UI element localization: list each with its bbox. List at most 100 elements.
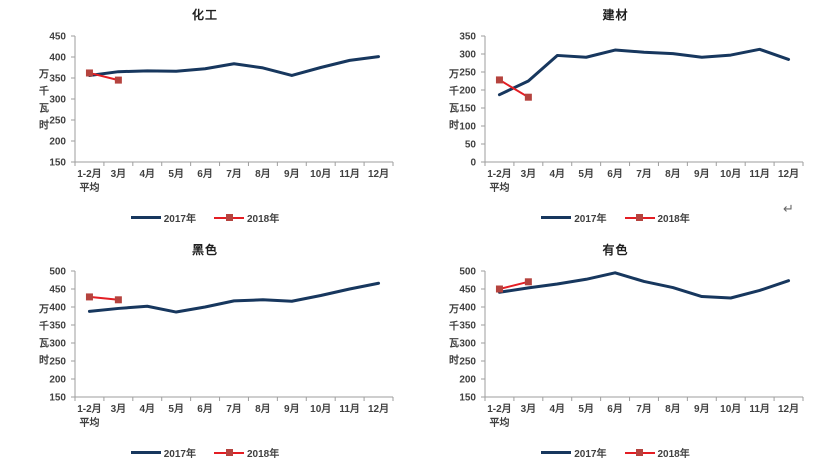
series-marker-2018年 (85, 293, 93, 301)
chart-huagong: 化工 150 200 250 300 350 400 450 1-2月 平均 3月 4月 5月 6月 7月… (0, 0, 410, 235)
line-marker-swatch-2018-icon (214, 449, 244, 456)
x-tick-label: 9月 (694, 403, 710, 415)
x-tick-label: 8月 (665, 403, 681, 415)
y-tick-label: 350 (49, 74, 66, 85)
y-axis-title-char: 千 (449, 85, 459, 98)
x-tick-label: 12月 (778, 403, 799, 415)
legend-item-2018: 2018年 (214, 445, 279, 460)
x-tick-label: 5月 (578, 168, 594, 180)
x-tick-label: 10月 (720, 168, 741, 180)
y-tick-label: 300 (459, 339, 476, 350)
line-swatch-2017-icon (130, 451, 161, 454)
legend-item-2017: 2017年 (541, 210, 607, 225)
x-tick-label: 10月 (310, 168, 331, 180)
y-tick-label: 500 (459, 267, 476, 278)
chart-legend: 2017年 2018年 (410, 210, 821, 225)
x-tick-label: 9月 (284, 168, 300, 180)
series-marker-2018年 (85, 69, 93, 77)
x-tick-label: 11月 (749, 168, 770, 180)
x-tick-label: 4月 (549, 168, 565, 180)
x-tick-label: 7月 (636, 403, 652, 415)
y-tick-label: 0 (470, 158, 476, 169)
y-tick-label: 500 (49, 267, 66, 278)
x-tick-label: 12月 (368, 168, 389, 180)
x-tick-label: 8月 (255, 403, 271, 415)
legend-item-2017: 2017年 (541, 445, 607, 460)
legend-label-2017: 2017年 (163, 449, 196, 460)
chart-jiancai: 建材 0 50 100 150 200 250 300 350 1-2月 平均 3月 4月 5月 6月 7月… (410, 0, 821, 235)
x-tick-label: 8月 (255, 168, 271, 180)
series-marker-2018年 (524, 93, 532, 101)
series-marker-2018年 (114, 296, 122, 304)
chart-title: 黑色 (191, 243, 218, 257)
x-tick-label: 5月 (168, 403, 184, 415)
line-swatch-2017-icon (541, 216, 572, 219)
y-tick-label: 250 (459, 357, 476, 368)
x-tick-label: 11月 (339, 168, 360, 180)
series-marker-2018年 (524, 278, 532, 286)
y-axis-title-char: 时 (39, 354, 49, 367)
x-tick-label: 5月 (168, 168, 184, 180)
y-tick-label: 250 (49, 116, 66, 127)
line-swatch-2017-icon (130, 216, 161, 219)
legend-label-2018: 2018年 (247, 214, 280, 225)
series-line-2017年 (497, 47, 791, 97)
y-axis-title-char: 万 (38, 69, 49, 81)
x-tick-label: 10月 (720, 403, 741, 415)
x-tick-label: 11月 (749, 403, 770, 415)
x-tick-label: 1-2月 (487, 403, 511, 415)
series-marker-2018年 (495, 76, 503, 84)
y-tick-label: 150 (49, 393, 66, 404)
legend-label-2017: 2017年 (574, 214, 607, 225)
x-tick-label: 4月 (139, 168, 155, 180)
y-axis-title-char: 瓦 (449, 338, 459, 350)
paragraph-return-mark: ↵ (783, 201, 794, 216)
chart-youse: 有色 150 200 250 300 350 400 450 500 1-2月 平均 3月 4月 5月 6… (410, 235, 821, 470)
y-axis-title-char: 万 (448, 304, 459, 316)
x-tick-label: 7月 (636, 168, 652, 180)
legend-label-2018: 2018年 (657, 214, 690, 225)
y-tick-label: 450 (49, 285, 66, 296)
x-tick-label: 1-2月 (487, 168, 511, 180)
y-tick-label: 250 (49, 357, 66, 368)
y-tick-label: 300 (49, 95, 66, 106)
series-line-2018年 (498, 280, 530, 290)
series-line-2017年 (87, 55, 381, 77)
y-tick-label: 350 (459, 32, 476, 43)
chart-title: 有色 (602, 243, 629, 257)
chart-title: 化工 (191, 8, 218, 22)
x-tick-label: 平均 (79, 416, 99, 429)
chart-legend: 2017年 2018年 (0, 210, 410, 225)
legend-label-2017: 2017年 (574, 449, 607, 460)
y-axis-title-char: 万 (38, 304, 49, 316)
x-tick-label: 11月 (339, 403, 360, 415)
legend-label-2018: 2018年 (247, 449, 280, 460)
x-tick-label: 1-2月 (77, 168, 101, 180)
series-line-2017年 (87, 281, 381, 314)
x-tick-label: 6月 (197, 168, 213, 180)
y-axis-title-char: 时 (449, 119, 459, 132)
y-tick-label: 350 (49, 321, 66, 332)
x-tick-label: 5月 (578, 403, 594, 415)
x-tick-label: 12月 (368, 403, 389, 415)
x-tick-label: 7月 (226, 403, 242, 415)
line-marker-swatch-2018-icon (624, 214, 655, 221)
y-axis-title-char: 瓦 (39, 103, 49, 115)
x-tick-label: 平均 (489, 181, 509, 194)
x-tick-label: 10月 (310, 403, 331, 415)
x-tick-label: 4月 (549, 403, 565, 415)
x-tick-label: 6月 (607, 403, 623, 415)
y-tick-label: 150 (459, 393, 476, 404)
legend-item-2017: 2017年 (130, 445, 196, 460)
x-tick-label: 6月 (197, 403, 213, 415)
legend-label-2017: 2017年 (163, 214, 196, 225)
y-tick-label: 450 (459, 285, 476, 296)
y-tick-label: 300 (459, 50, 476, 61)
y-tick-label: 150 (459, 104, 476, 115)
y-axis-title-char: 千 (449, 320, 459, 333)
chart-legend: 2017年 2018年 (0, 445, 410, 460)
